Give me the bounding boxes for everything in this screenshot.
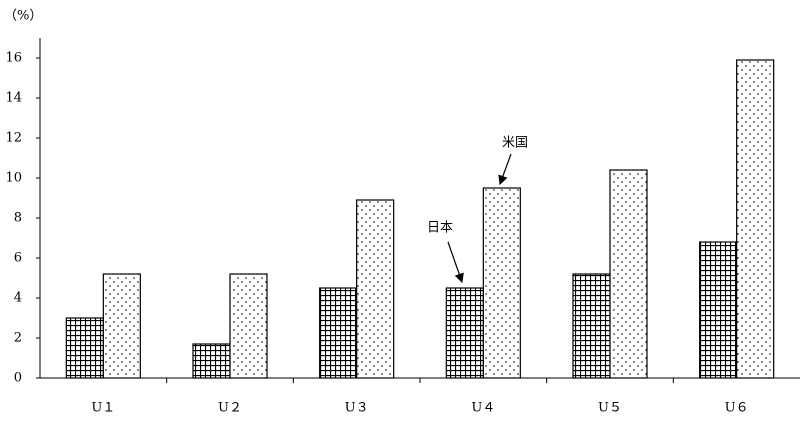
y-tick-label: 8 [14, 211, 22, 226]
annotation: 日本 [427, 221, 453, 236]
y-tick-label: 6 [14, 251, 22, 266]
x-tick-label: U１ [91, 401, 115, 416]
annotation-arrow [498, 153, 512, 186]
x-tick-label: U６ [725, 401, 749, 416]
bar [356, 199, 395, 379]
bar [736, 59, 775, 379]
bar [102, 273, 141, 379]
y-tick-label: 0 [14, 371, 22, 386]
y-tick-label: 12 [5, 131, 22, 146]
bar [609, 169, 648, 379]
annotation-arrow [447, 241, 464, 284]
x-tick-label: U２ [218, 401, 242, 416]
y-axis-label: （%） [4, 9, 42, 24]
y-tick-label: 2 [14, 331, 22, 346]
y-tick-label: 10 [5, 171, 22, 186]
y-tick-label: 16 [5, 51, 22, 66]
bar [572, 273, 611, 379]
bar [445, 287, 484, 379]
x-tick-label: U３ [345, 401, 369, 416]
bar [229, 273, 268, 379]
bar [699, 241, 738, 379]
annotation: 米国 [502, 136, 528, 151]
bar [65, 317, 104, 379]
bar [319, 287, 358, 379]
bar [482, 187, 521, 379]
y-tick-label: 14 [5, 91, 22, 106]
x-tick-label: U５ [598, 401, 622, 416]
x-tick-label: U４ [471, 401, 495, 416]
bar [192, 343, 231, 379]
y-tick-label: 4 [14, 291, 22, 306]
